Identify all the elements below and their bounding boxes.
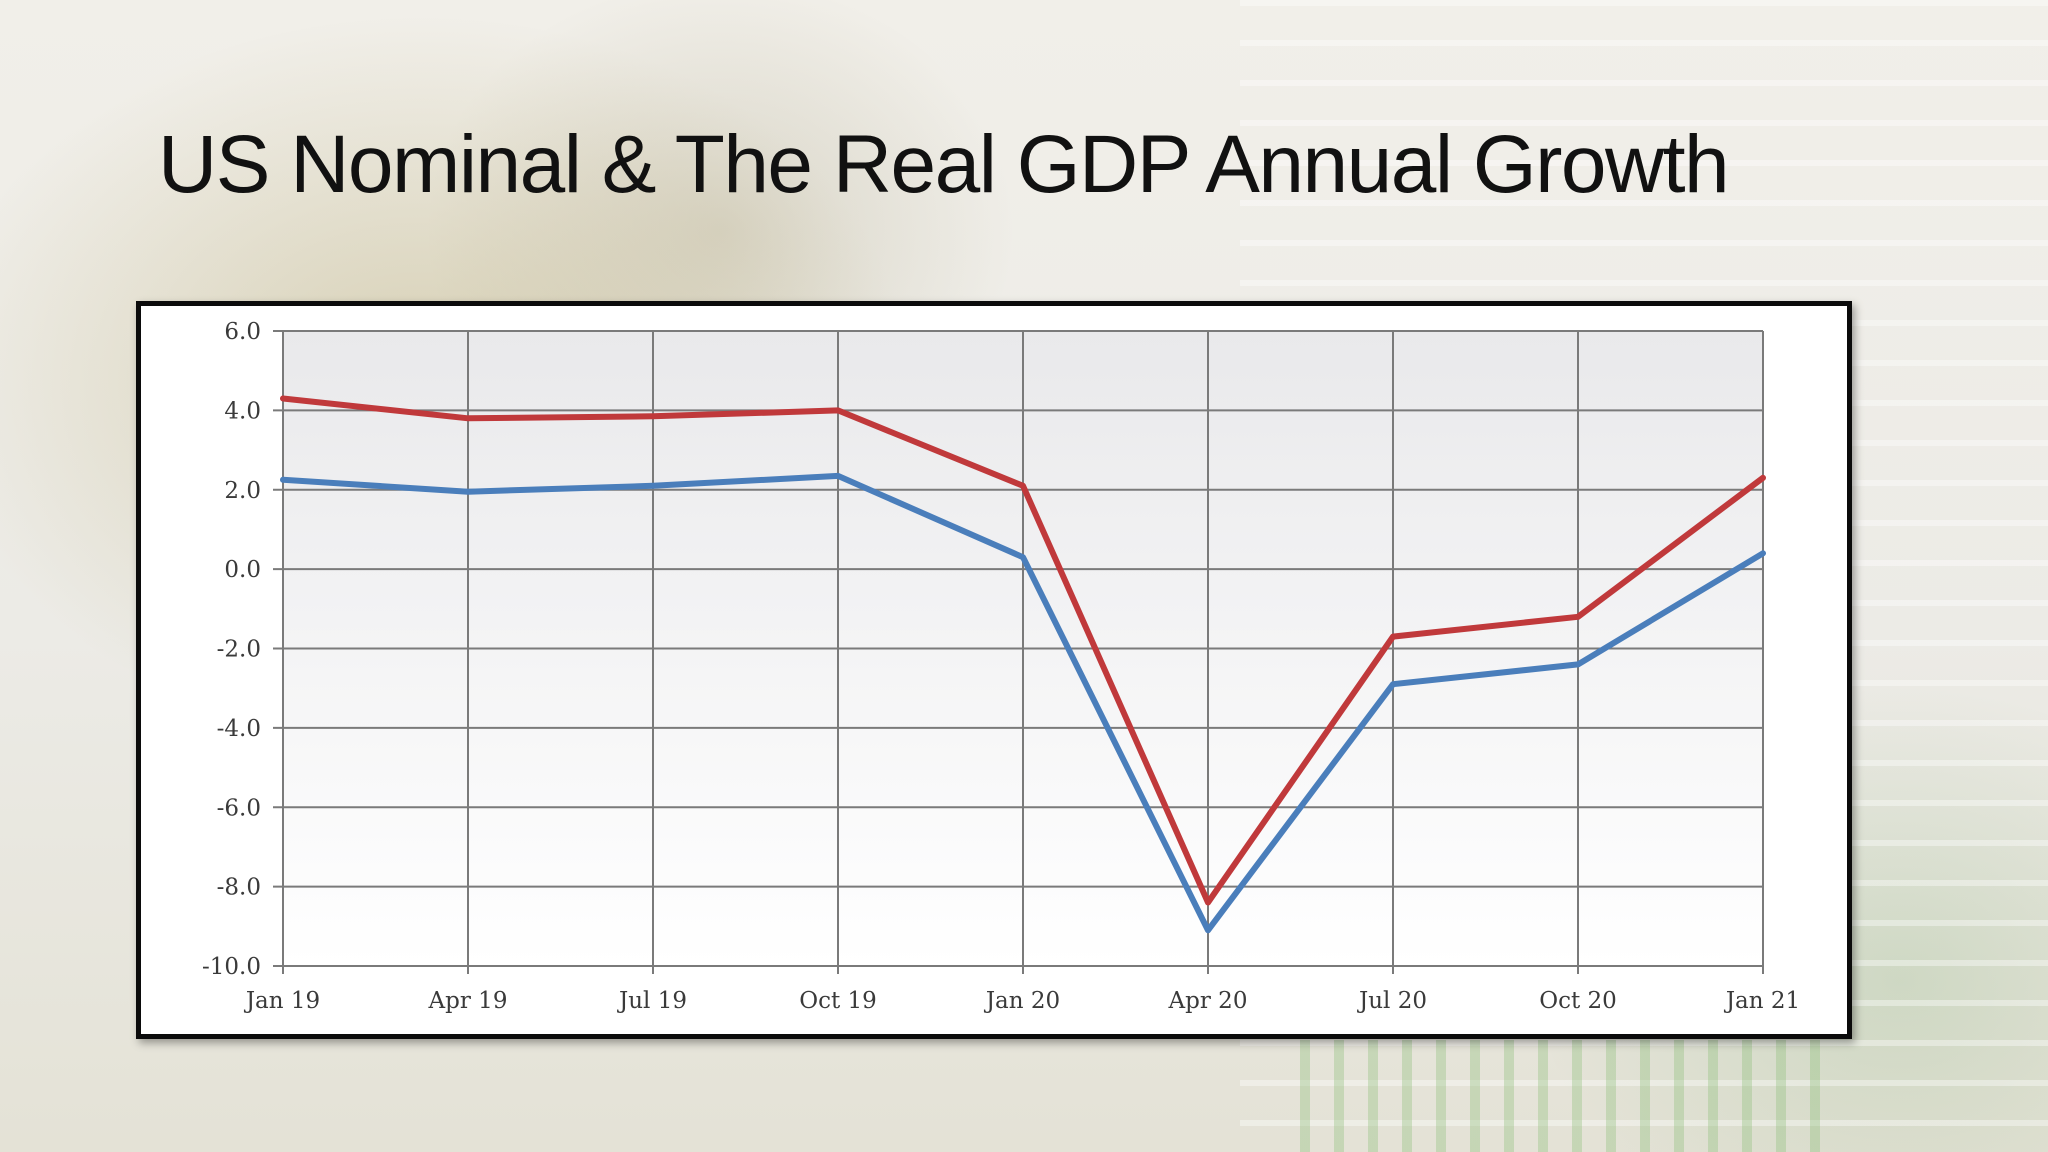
gdp-line-chart: 6.0 4.0 2.0 0.0 -2.0 -4.0 -6.0 -8.0 -10.0 Jan 19… <box>202 319 1800 1014</box>
series-1-point <box>1577 616 1579 618</box>
y-tick-label: 0.0 <box>224 557 261 583</box>
series-1-point <box>652 415 654 417</box>
series-2-point <box>1577 663 1579 665</box>
y-axis-ticks: 6.0 4.0 2.0 0.0 -2.0 -4.0 -6.0 -8.0 -10.0 <box>202 319 261 980</box>
y-tick-label: -4.0 <box>217 716 261 742</box>
series-1-point <box>467 417 469 419</box>
series-2-point <box>467 491 469 493</box>
series-2-point <box>1207 929 1209 931</box>
x-tick-label: Apr 20 <box>1168 988 1248 1014</box>
series-1-point <box>837 409 839 411</box>
series-2-point <box>282 479 284 481</box>
x-tick-label: Jul 20 <box>1357 988 1427 1014</box>
background-stripe-texture <box>1300 1040 1820 1152</box>
slide-title: US Nominal & The Real GDP Annual Growth <box>158 119 1730 210</box>
y-tick-label: 2.0 <box>224 478 261 504</box>
y-tick-label: -6.0 <box>217 795 261 821</box>
x-tick-label: Oct 19 <box>799 988 877 1014</box>
series-2-point <box>837 475 839 477</box>
x-tick-label: Jul 19 <box>617 988 687 1014</box>
x-tick-label: Oct 20 <box>1539 988 1617 1014</box>
series-2-point <box>652 485 654 487</box>
x-tick-label: Apr 19 <box>428 988 508 1014</box>
y-tick-label: 4.0 <box>224 398 261 424</box>
series-1-point <box>282 397 284 399</box>
series-1-point <box>1207 902 1209 903</box>
x-tick-label: Jan 20 <box>984 988 1060 1014</box>
series-2-point <box>1392 683 1394 685</box>
grid-layer <box>273 330 1764 974</box>
y-tick-label: -10.0 <box>202 954 261 980</box>
x-tick-label: Jan 19 <box>244 988 320 1014</box>
y-tick-label: 6.0 <box>224 319 261 345</box>
series-1-point <box>1762 477 1764 479</box>
series-1-point <box>1392 636 1394 638</box>
series-layer <box>280 395 1766 934</box>
y-tick-label: -8.0 <box>217 875 261 901</box>
x-tick-label: Jan 21 <box>1724 988 1800 1014</box>
series-2-point <box>1762 552 1764 554</box>
x-axis-ticks: Jan 19 Apr 19 Jul 19 Oct 19 Jan 20 Apr 20 Jul … <box>244 988 1800 1014</box>
series-2-point <box>1022 556 1024 558</box>
series-1-point <box>1022 485 1024 487</box>
chart-frame: 6.0 4.0 2.0 0.0 -2.0 -4.0 -6.0 -8.0 -10.0 Jan 19… <box>136 301 1852 1039</box>
y-tick-label: -2.0 <box>217 637 261 663</box>
